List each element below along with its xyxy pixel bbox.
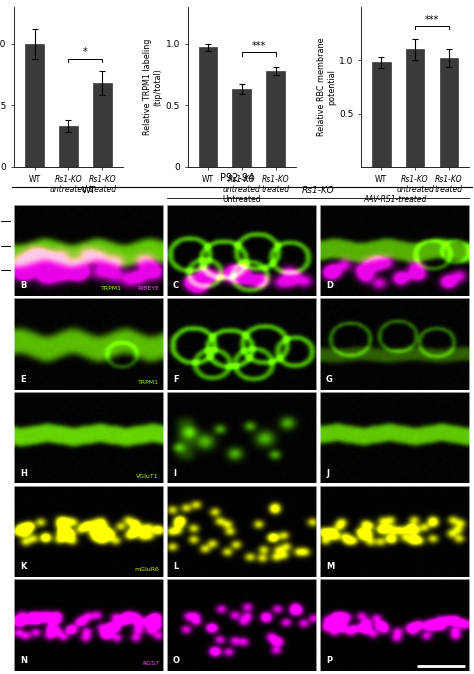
Text: RGS7: RGS7 — [142, 661, 159, 666]
Text: L: L — [173, 563, 178, 572]
Text: O: O — [173, 656, 180, 665]
Text: I: I — [173, 469, 176, 478]
Text: H: H — [20, 469, 27, 478]
Bar — [59, 126, 78, 167]
Text: RIBEYE: RIBEYE — [137, 286, 159, 291]
Bar — [372, 62, 391, 167]
Text: WT: WT — [82, 186, 96, 195]
Bar — [439, 58, 458, 167]
Text: mGluR6: mGluR6 — [134, 568, 159, 572]
Text: J: J — [326, 469, 329, 478]
Text: G: G — [326, 375, 333, 384]
Text: N: N — [20, 656, 27, 665]
Text: P92-94: P92-94 — [220, 173, 254, 183]
Text: D: D — [326, 282, 333, 290]
Text: AAV-RS1-treated: AAV-RS1-treated — [363, 195, 426, 204]
Text: B: B — [20, 282, 27, 290]
Bar — [232, 90, 251, 167]
Text: *: * — [83, 47, 88, 57]
Bar — [266, 71, 285, 167]
Bar — [93, 83, 111, 167]
Bar — [406, 49, 424, 167]
Text: VGluT1: VGluT1 — [137, 474, 159, 479]
Text: P: P — [326, 656, 332, 665]
Text: M: M — [326, 563, 334, 572]
Bar — [199, 47, 217, 167]
Y-axis label: Relative RBC membrane
potential: Relative RBC membrane potential — [317, 38, 336, 136]
Text: K: K — [20, 563, 27, 572]
Text: Rs1-KO: Rs1-KO — [302, 186, 335, 195]
Text: TRPM1: TRPM1 — [138, 380, 159, 385]
Text: F: F — [173, 375, 179, 384]
Text: Untreated: Untreated — [222, 195, 261, 204]
Text: E: E — [20, 375, 26, 384]
Text: TRPM1: TRPM1 — [101, 286, 122, 291]
Bar — [25, 44, 44, 167]
Y-axis label: Relative TRPM1 labeling
(tip/total): Relative TRPM1 labeling (tip/total) — [143, 38, 163, 135]
Text: ***: *** — [425, 15, 439, 25]
Text: ***: *** — [252, 41, 266, 51]
Text: C: C — [173, 282, 179, 290]
